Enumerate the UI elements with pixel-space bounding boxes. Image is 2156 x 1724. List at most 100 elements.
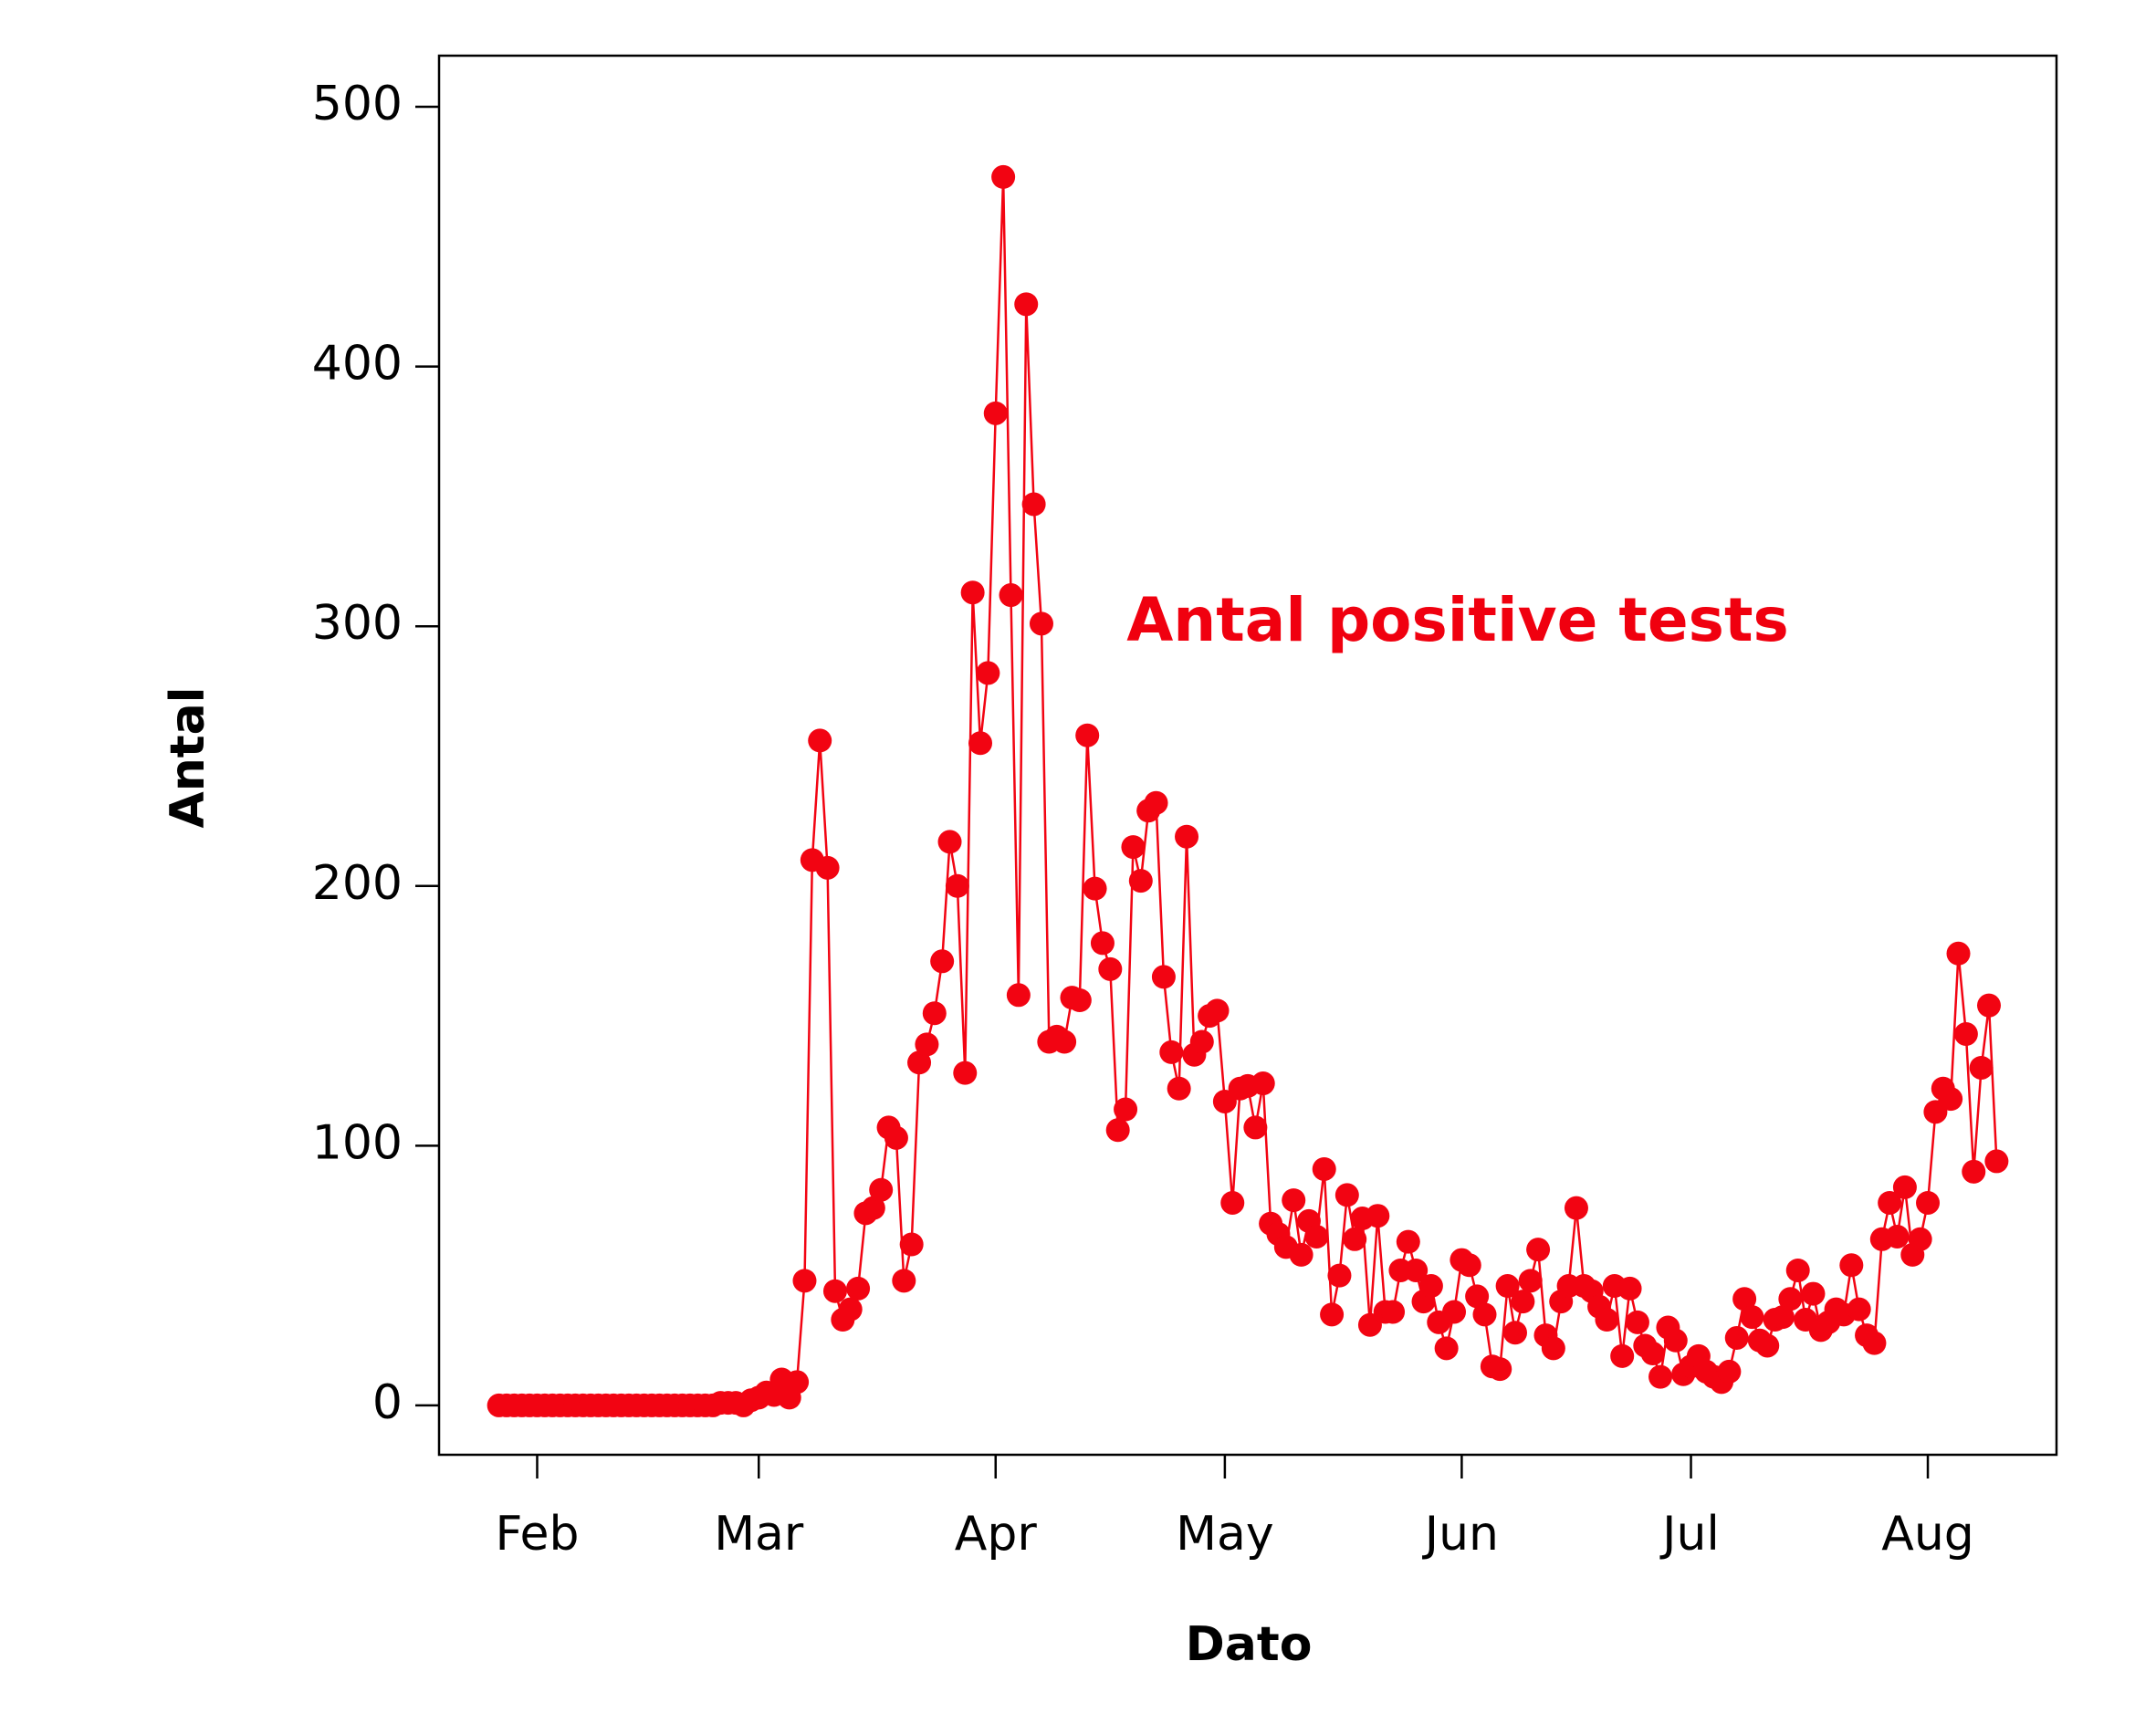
data-point [1541, 1336, 1565, 1361]
data-point [1442, 1300, 1467, 1324]
data-point [892, 1269, 916, 1293]
data-point [1717, 1359, 1742, 1384]
data-line [498, 176, 1998, 1407]
data-point [792, 1269, 817, 1293]
data-point [976, 661, 1000, 685]
data-point [953, 1061, 978, 1085]
data-point [1518, 1269, 1543, 1293]
annotation: Antal positive tests [1126, 585, 1789, 655]
data-point [1114, 1097, 1138, 1122]
data-point [999, 583, 1023, 608]
data-point [1648, 1364, 1673, 1389]
data-point [922, 1001, 947, 1026]
y-tick-label: 0 [372, 1375, 403, 1430]
y-tick-label: 400 [312, 337, 403, 392]
data-point [1189, 1029, 1214, 1054]
data-point [1801, 1281, 1826, 1306]
data-point [846, 1276, 871, 1301]
data-point [1175, 824, 1199, 849]
x-tick-label: Jun [1422, 1507, 1499, 1562]
data-point [1334, 1183, 1359, 1207]
data-point [1908, 1227, 1932, 1251]
data-point [822, 1279, 847, 1303]
data-point [1396, 1229, 1420, 1254]
plot-frame [437, 54, 2058, 1457]
data-point [1457, 1253, 1481, 1278]
data-point [1418, 1274, 1443, 1299]
data-point [915, 1032, 939, 1057]
data-point [1625, 1310, 1649, 1334]
data-point [1029, 611, 1053, 636]
data-point [1159, 1040, 1184, 1064]
data-point [899, 1232, 924, 1257]
x-tick-label: Feb [495, 1507, 579, 1562]
data-point [983, 401, 1008, 425]
data-point [1327, 1263, 1352, 1288]
data-point [1098, 956, 1123, 981]
data-point [1939, 1087, 1963, 1112]
data-point [815, 855, 840, 880]
x-tick-label: Apr [955, 1507, 1038, 1562]
data-point [1640, 1342, 1665, 1366]
data-point [1847, 1297, 1871, 1322]
data-point [1282, 1188, 1306, 1213]
data-point [1617, 1276, 1642, 1301]
data-point [1151, 965, 1176, 989]
data-point [1502, 1321, 1527, 1345]
data-point [1381, 1300, 1406, 1324]
data-point [838, 1297, 863, 1322]
data-point [907, 1050, 932, 1075]
x-tick-label: May [1176, 1507, 1274, 1562]
data-point [1946, 941, 1971, 966]
data-point [1785, 1258, 1810, 1282]
data-point [1755, 1333, 1780, 1358]
data-point [1916, 1190, 1941, 1215]
data-point [1289, 1242, 1313, 1267]
data-point [1167, 1076, 1191, 1101]
data-point [861, 1196, 885, 1220]
x-tick-label: Jul [1659, 1507, 1720, 1562]
data-point [1090, 931, 1115, 956]
data-point [1885, 1224, 1910, 1249]
y-tick-label: 300 [312, 596, 403, 651]
data-point [1740, 1305, 1764, 1330]
data-point [960, 580, 985, 605]
data-point [1663, 1328, 1688, 1353]
data-point [1472, 1302, 1497, 1327]
data-point [1052, 1029, 1077, 1054]
data-point [1564, 1196, 1588, 1220]
y-axis-title: Antal [161, 686, 215, 828]
data-point [1121, 835, 1146, 860]
data-point [1014, 292, 1039, 317]
data-point [1404, 1258, 1429, 1282]
data-point [785, 1370, 810, 1395]
data-point [1312, 1156, 1336, 1181]
data-point [1128, 869, 1153, 893]
data-point [1724, 1325, 1749, 1350]
y-tick-label: 100 [312, 1115, 403, 1170]
data-point [1962, 1159, 1986, 1184]
data-point [968, 731, 993, 756]
data-point [1610, 1343, 1635, 1368]
data-point [1862, 1331, 1887, 1355]
data-point [1067, 987, 1092, 1012]
data-point [930, 949, 955, 974]
data-point [1251, 1071, 1275, 1096]
data-point [1243, 1115, 1268, 1140]
x-axis-title: Dato [1186, 1617, 1313, 1672]
data-point [1526, 1238, 1551, 1262]
data-point [1434, 1336, 1459, 1361]
data-point [1075, 723, 1100, 747]
data-point [1205, 998, 1230, 1023]
data-point [1366, 1204, 1390, 1228]
data-point [1878, 1190, 1902, 1215]
data-point [1984, 1149, 2009, 1174]
data-point [1770, 1305, 1795, 1330]
data-point [1595, 1308, 1619, 1332]
data-point [1083, 876, 1107, 901]
data-point [1969, 1055, 1994, 1080]
y-tick-label: 200 [312, 856, 403, 911]
data-point [869, 1177, 894, 1202]
data-point [1105, 1118, 1130, 1143]
